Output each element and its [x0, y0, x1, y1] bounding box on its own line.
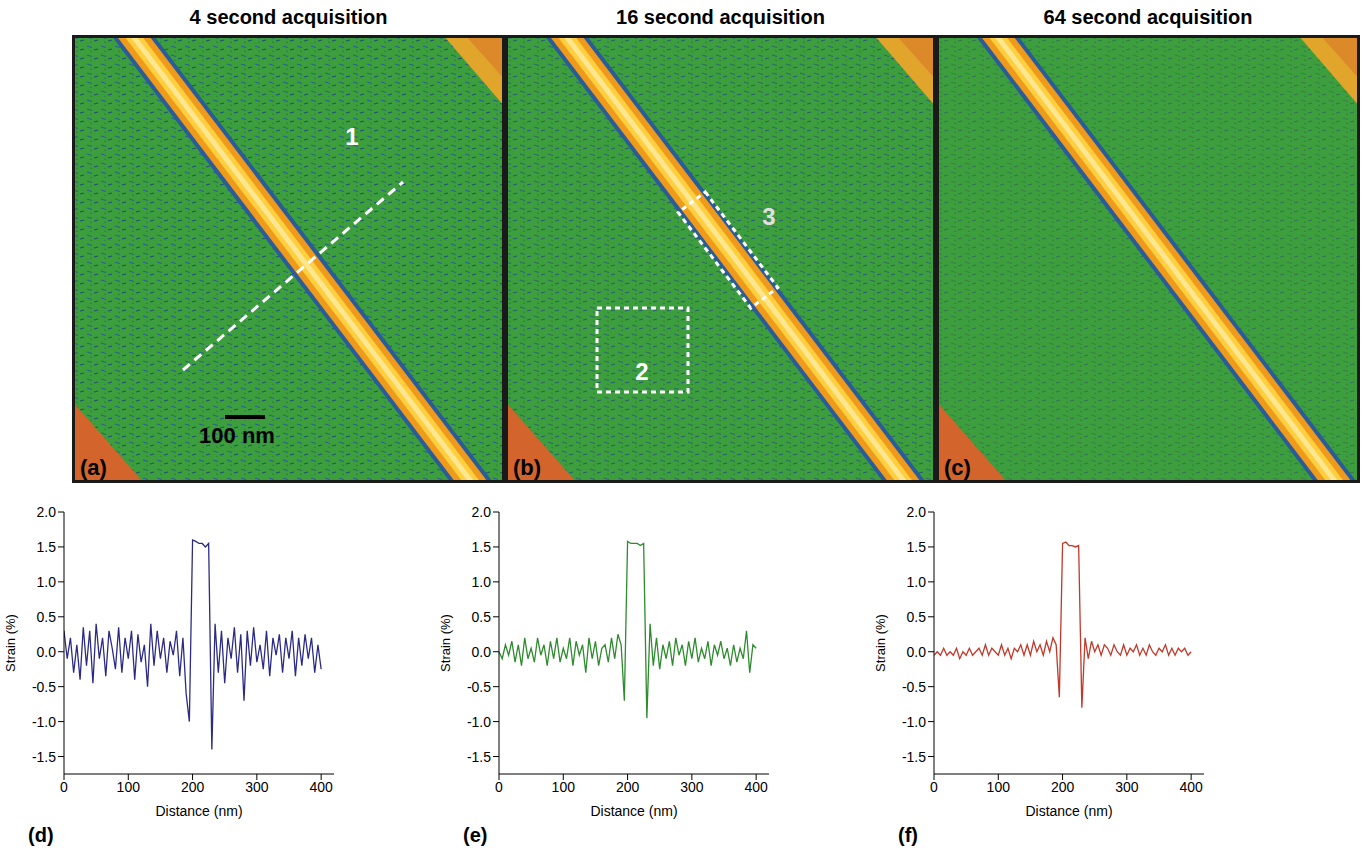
svg-text:300: 300 — [245, 779, 269, 795]
svg-text:300: 300 — [680, 779, 704, 795]
svg-text:0: 0 — [930, 779, 938, 795]
svg-text:3: 3 — [762, 203, 775, 230]
svg-text:0: 0 — [60, 779, 68, 795]
svg-text:0.0: 0.0 — [907, 644, 927, 660]
svg-text:-1.0: -1.0 — [467, 714, 491, 730]
svg-text:1.5: 1.5 — [907, 539, 927, 555]
svg-text:2.0: 2.0 — [472, 504, 492, 520]
svg-text:0.0: 0.0 — [472, 644, 492, 660]
svg-text:100: 100 — [987, 779, 1011, 795]
html-text:(d): (d) — [28, 824, 54, 846]
html-text:16 second acquisition: 16 second acquisition — [616, 6, 825, 28]
html-text:(f): (f) — [898, 824, 918, 846]
svg-text:200: 200 — [181, 779, 205, 795]
svg-text:-0.5: -0.5 — [32, 679, 56, 695]
svg-text:Distance (nm): Distance (nm) — [1025, 803, 1112, 819]
svg-text:100 nm: 100 nm — [199, 423, 275, 448]
svg-text:1.0: 1.0 — [472, 574, 492, 590]
svg-text:0.0: 0.0 — [37, 644, 57, 660]
svg-text:-1.0: -1.0 — [32, 714, 56, 730]
svg-text:1.5: 1.5 — [37, 539, 57, 555]
svg-text:Distance (nm): Distance (nm) — [590, 803, 677, 819]
svg-text:200: 200 — [616, 779, 640, 795]
svg-text:2: 2 — [635, 358, 648, 385]
svg-text:2.0: 2.0 — [907, 504, 927, 520]
html-text:64 second acquisition: 64 second acquisition — [1043, 6, 1253, 28]
svg-text:-0.5: -0.5 — [902, 679, 926, 695]
svg-text:0.5: 0.5 — [907, 609, 927, 625]
svg-text:200: 200 — [1051, 779, 1075, 795]
svg-text:400: 400 — [1179, 779, 1203, 795]
svg-text:0.5: 0.5 — [37, 609, 57, 625]
svg-text:100: 100 — [117, 779, 141, 795]
svg-text:1: 1 — [345, 123, 358, 150]
svg-text:(c): (c) — [944, 455, 971, 480]
svg-text:300: 300 — [1115, 779, 1139, 795]
svg-text:(b): (b) — [513, 455, 541, 480]
svg-text:400: 400 — [744, 779, 768, 795]
html-text:(e): (e) — [463, 824, 488, 846]
svg-text:100: 100 — [552, 779, 576, 795]
svg-text:Strain (%): Strain (%) — [873, 614, 888, 672]
svg-text:-1.5: -1.5 — [32, 749, 56, 765]
svg-text:1.0: 1.0 — [37, 574, 57, 590]
svg-text:-0.5: -0.5 — [467, 679, 491, 695]
svg-text:0: 0 — [495, 779, 503, 795]
svg-text:(a): (a) — [80, 455, 107, 480]
svg-text:-1.0: -1.0 — [902, 714, 926, 730]
svg-text:400: 400 — [309, 779, 333, 795]
svg-text:Distance (nm): Distance (nm) — [155, 803, 242, 819]
svg-text:-1.5: -1.5 — [902, 749, 926, 765]
svg-text:-1.5: -1.5 — [467, 749, 491, 765]
svg-text:0.5: 0.5 — [472, 609, 492, 625]
svg-text:1.5: 1.5 — [472, 539, 492, 555]
svg-text:2.0: 2.0 — [37, 504, 57, 520]
svg-text:Strain (%): Strain (%) — [3, 614, 18, 672]
html-text:4 second acquisition: 4 second acquisition — [189, 6, 388, 28]
svg-text:1.0: 1.0 — [907, 574, 927, 590]
svg-text:Strain (%): Strain (%) — [438, 614, 453, 672]
